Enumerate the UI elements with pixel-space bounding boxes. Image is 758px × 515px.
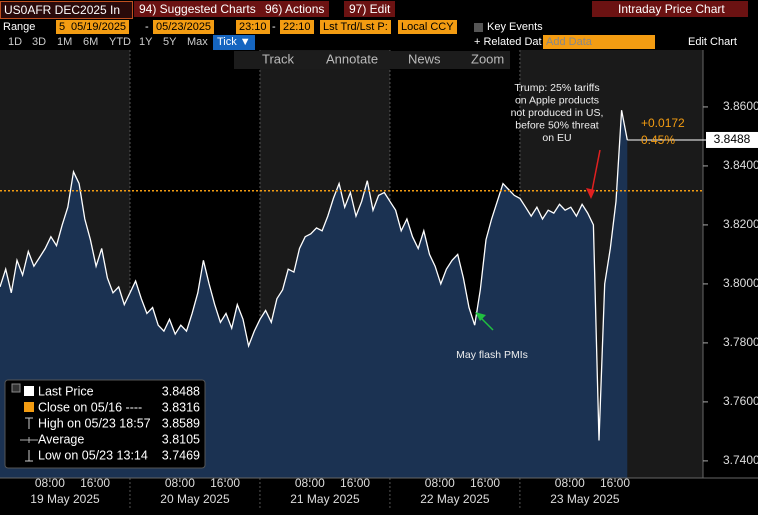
legend-label: Low on 05/23 13:14 — [38, 448, 148, 462]
x-tick-label: 08:00 — [295, 476, 325, 490]
period-button[interactable]: Max — [187, 36, 208, 48]
page-title: Intraday Price Chart — [592, 1, 748, 17]
annotation-arrow — [590, 149, 601, 197]
change-pct: 0.45% — [641, 133, 675, 147]
day-band — [129, 50, 260, 478]
legend-box — [4, 379, 206, 469]
checkbox[interactable] — [474, 23, 483, 32]
last-price-label: 3.8488 — [714, 132, 751, 146]
y-axis-bg — [703, 50, 758, 478]
annotation-text: May flash PMIs — [456, 349, 528, 361]
y-tick-label: 3.7600 — [723, 394, 758, 408]
area — [0, 110, 628, 478]
legend-label: Close on 05/16 ---- — [38, 400, 142, 414]
edit-chart[interactable]: Edit Chart — [688, 36, 737, 48]
legend-label: High on 05/23 18:57 — [38, 416, 151, 430]
related-data[interactable]: + Related Dat — [474, 36, 542, 48]
range-field[interactable]: Lst Trd/Lst P: — [320, 20, 391, 34]
x-tick-label: 16:00 — [470, 476, 500, 490]
menu-button[interactable]: 96) Actions — [260, 1, 330, 17]
date-label: 20 May 2025 — [160, 492, 230, 506]
y-tick-label: 3.8000 — [723, 276, 758, 290]
security-field[interactable]: US0AFR DEC2025 In — [0, 1, 133, 19]
x-tick-label: 16:00 — [340, 476, 370, 490]
y-tick-label: 3.7800 — [723, 335, 758, 349]
legend-value: 3.8105 — [162, 432, 200, 446]
y-tick-label: 3.8600 — [723, 99, 758, 113]
day-band — [389, 50, 520, 478]
tool-button[interactable]: News — [408, 51, 441, 66]
date-label: 21 May 2025 — [290, 492, 360, 506]
x-tick-label: 16:00 — [80, 476, 110, 490]
menu-button[interactable]: 97) Edit — [344, 1, 396, 17]
tool-button[interactable]: Annotate — [326, 51, 378, 66]
period-button[interactable]: 1D — [8, 36, 23, 48]
annotation-text: not produced in US, — [511, 107, 604, 119]
last-price-box — [706, 131, 758, 148]
tools-bar — [234, 51, 510, 69]
range-field[interactable]: Local CCY — [398, 20, 457, 34]
change: +0.0172 — [641, 116, 685, 130]
legend-icon — [25, 417, 33, 429]
annotation-text: before 50% threat — [515, 119, 599, 131]
day-band — [259, 50, 390, 478]
period-button[interactable]: 6M — [83, 36, 99, 48]
price-line — [0, 110, 628, 441]
legend-collapse — [11, 383, 21, 393]
period-button[interactable]: 3D — [32, 36, 47, 48]
x-tick-label: 08:00 — [165, 476, 195, 490]
tool-button[interactable]: Zoom — [471, 51, 504, 66]
legend-label: Average — [38, 432, 84, 446]
legend-icon — [20, 437, 38, 443]
annotation-arrow — [477, 314, 494, 331]
range-field[interactable]: 5 — [56, 20, 69, 34]
annotation-arrowhead — [475, 312, 486, 321]
range-field[interactable]: 22:10 — [280, 20, 314, 34]
x-tick-label: 16:00 — [210, 476, 240, 490]
period-button[interactable]: YTD — [109, 36, 131, 48]
range-sep: - — [272, 21, 276, 33]
legend-value: 3.7469 — [162, 448, 200, 462]
legend-value: 3.8488 — [162, 384, 200, 398]
period-button[interactable]: 1Y — [139, 36, 153, 48]
date-label: 23 May 2025 — [550, 492, 620, 506]
annotation-text: on EU — [542, 132, 571, 144]
y-tick-label: 3.7400 — [723, 453, 758, 467]
date-label: 22 May 2025 — [420, 492, 490, 506]
range-field[interactable]: 05/19/2025 — [68, 20, 130, 34]
x-tick-label: 08:00 — [425, 476, 455, 490]
annotation-arrowhead — [586, 188, 595, 199]
x-tick-label: 16:00 — [600, 476, 630, 490]
legend-icon — [24, 386, 34, 396]
legend-label: Last Price — [38, 384, 94, 398]
range-label: Range — [3, 21, 36, 33]
menu-button[interactable]: 94) Suggested Charts — [134, 1, 261, 17]
legend-value: 3.8316 — [162, 400, 200, 414]
range-field[interactable]: 23:10 — [236, 20, 270, 34]
tick-menu[interactable]: Tick ▼ — [213, 35, 255, 51]
day-band — [519, 50, 703, 478]
y-tick-label: 3.8400 — [723, 158, 758, 172]
period-button[interactable]: 1M — [57, 36, 73, 48]
day-band — [0, 50, 130, 478]
y-tick-label: 3.8200 — [723, 217, 758, 231]
legend-icon — [25, 450, 33, 462]
annotation-text: on Apple products — [515, 94, 599, 106]
x-tick-label: 08:00 — [555, 476, 585, 490]
annotation-text: Trump: 25% tariffs — [514, 82, 599, 94]
key-events: Key Events — [487, 21, 543, 33]
x-tick-label: 08:00 — [35, 476, 65, 490]
legend-icon — [24, 402, 34, 412]
period-button[interactable]: 5Y — [163, 36, 177, 48]
legend-value: 3.8589 — [162, 416, 200, 430]
add-data[interactable]: Add Data — [543, 35, 655, 49]
range-field[interactable]: 05/23/2025 — [153, 20, 215, 34]
tool-button[interactable]: Track — [262, 51, 295, 66]
range-sep: - — [145, 21, 149, 33]
date-label: 19 May 2025 — [30, 492, 100, 506]
